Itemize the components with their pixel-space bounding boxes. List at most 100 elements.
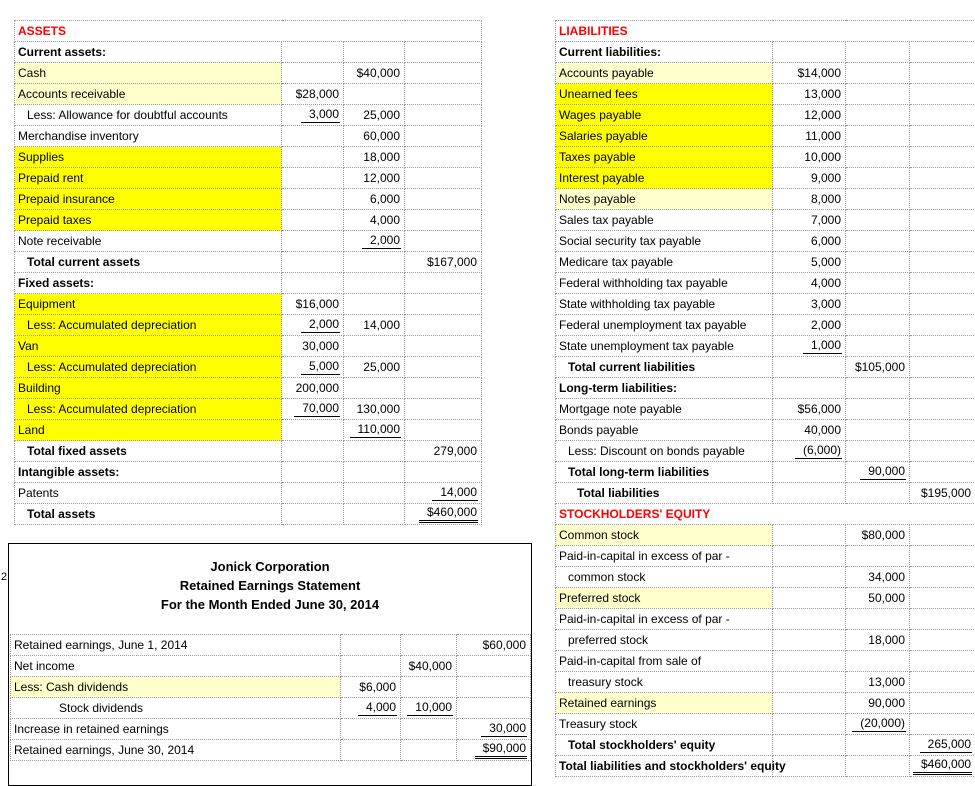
table-row: Land 110,000 [14, 419, 483, 441]
amount-cell [343, 482, 405, 504]
amount-value: $460,000 [913, 757, 973, 775]
table-row: Accounts receivable $28,000 [14, 83, 483, 105]
amount-cell: 110,000 [343, 419, 405, 441]
table-row: Accounts payable $14,000 [555, 62, 975, 84]
account-label-cell: Salaries payable [555, 125, 773, 147]
amount-cell [908, 713, 975, 735]
amount-value: $90,000 [474, 741, 527, 759]
amount-cell [343, 83, 405, 105]
amount-value: 6,000 [369, 191, 400, 206]
amount-value: 13,000 [868, 674, 905, 689]
amount-value: 4,000 [369, 212, 400, 227]
amount-cell [343, 335, 405, 357]
amount-cell [403, 230, 483, 252]
amount-value: 13,000 [804, 86, 841, 101]
amount-cell [772, 41, 846, 63]
amount-cell [403, 41, 483, 63]
amount-cell: 200,000 [281, 377, 344, 399]
table-row: Net income $40,000 [10, 655, 531, 677]
amount-cell: $28,000 [281, 83, 344, 105]
liabilities-equity-table: LIABILITIES Current liabilities: Accounts … [554, 20, 975, 777]
amount-cell [908, 545, 975, 567]
amount-cell [908, 209, 975, 231]
account-label-cell: Stock dividends [10, 697, 341, 719]
amount-cell [340, 718, 401, 740]
amount-cell [403, 335, 483, 357]
amount-cell [845, 230, 910, 252]
amount-cell [456, 655, 531, 677]
amount-cell [772, 545, 846, 567]
amount-value: 2,000 [300, 317, 340, 333]
amount-value: 34,000 [868, 569, 905, 584]
amount-cell [908, 608, 975, 630]
amount-cell [343, 461, 405, 483]
table-row: Merchandise inventory 60,000 [14, 125, 483, 147]
retained-earnings-statement-frame: Jonick Corporation Retained Earnings Sta… [8, 543, 532, 786]
amount-cell: 7,000 [772, 209, 846, 231]
table-row: Stock dividends 4,000 10,000 [10, 697, 531, 719]
amount-value: $40,000 [408, 658, 452, 673]
amount-cell [908, 188, 975, 210]
amount-cell [908, 335, 975, 357]
table-row: Salaries payable 11,000 [555, 125, 975, 147]
amount-value: 10,000 [804, 149, 841, 164]
account-label-cell: Retained earnings, June 1, 2014 [10, 634, 341, 656]
amount-value: 8,000 [810, 191, 841, 206]
amount-value: 4,000 [357, 700, 397, 716]
amount-cell [403, 104, 483, 126]
amount-value: $167,000 [426, 254, 478, 269]
amount-cell: 4,000 [772, 272, 846, 294]
amount-value: 7,000 [810, 212, 841, 227]
section-header-cell: LIABILITIES [554, 20, 975, 42]
amount-cell [772, 356, 846, 378]
table-row: Total liabilities and stockholders' equi… [555, 755, 975, 777]
amount-value: 6,000 [810, 233, 841, 248]
amount-cell [403, 398, 483, 420]
account-label-cell: Wages payable [555, 104, 773, 126]
amount-value: 200,000 [295, 380, 339, 395]
table-row: Building 200,000 [14, 377, 483, 399]
amount-value: 9,000 [810, 170, 841, 185]
account-label-cell: Social security tax payable [555, 230, 773, 252]
amount-cell: $105,000 [845, 356, 910, 378]
table-row: Wages payable 12,000 [555, 104, 975, 126]
amount-value: 4,000 [810, 275, 841, 290]
amount-cell [400, 739, 457, 761]
table-row: Patents 14,000 [14, 482, 483, 504]
account-label-cell: Less: Accumulated depreciation [14, 314, 282, 336]
amount-cell [845, 188, 910, 210]
amount-cell [772, 377, 846, 399]
table-row: Total stockholders' equity 265,000 [555, 734, 975, 756]
amount-cell [403, 83, 483, 105]
amount-value: 90,000 [868, 695, 905, 710]
amount-cell: $6,000 [340, 676, 401, 698]
amount-cell: 2,000 [343, 230, 405, 252]
amount-value: 40,000 [804, 422, 841, 437]
amount-cell [908, 419, 975, 441]
table-row: Equipment $16,000 [14, 293, 483, 315]
amount-cell: $56,000 [772, 398, 846, 420]
table-row: Bonds payable 40,000 [555, 419, 975, 441]
table-row: State withholding tax payable 3,000 [555, 293, 975, 315]
amount-cell [845, 419, 910, 441]
amount-cell: $14,000 [772, 62, 846, 84]
amount-cell [845, 41, 910, 63]
amount-cell [845, 251, 910, 273]
amount-cell [343, 272, 405, 294]
amount-value: 3,000 [810, 296, 841, 311]
amount-cell [908, 83, 975, 105]
amount-cell [908, 671, 975, 693]
table-row: Paid-in-capital in excess of par - [555, 608, 975, 630]
table-row: Interest payable 9,000 [555, 167, 975, 189]
statement-period: For the Month Ended June 30, 2014 [160, 597, 380, 612]
account-label-cell: Total long-term liabilities [555, 461, 773, 483]
amount-value: 12,000 [804, 107, 841, 122]
amount-cell [772, 671, 846, 693]
amount-cell [845, 398, 910, 420]
amount-cell [772, 692, 846, 714]
amount-cell: 25,000 [343, 104, 405, 126]
amount-cell: 130,000 [343, 398, 405, 420]
account-label-cell: Taxes payable [555, 146, 773, 168]
amount-value: 279,000 [433, 443, 478, 458]
amount-cell: 30,000 [456, 718, 531, 740]
